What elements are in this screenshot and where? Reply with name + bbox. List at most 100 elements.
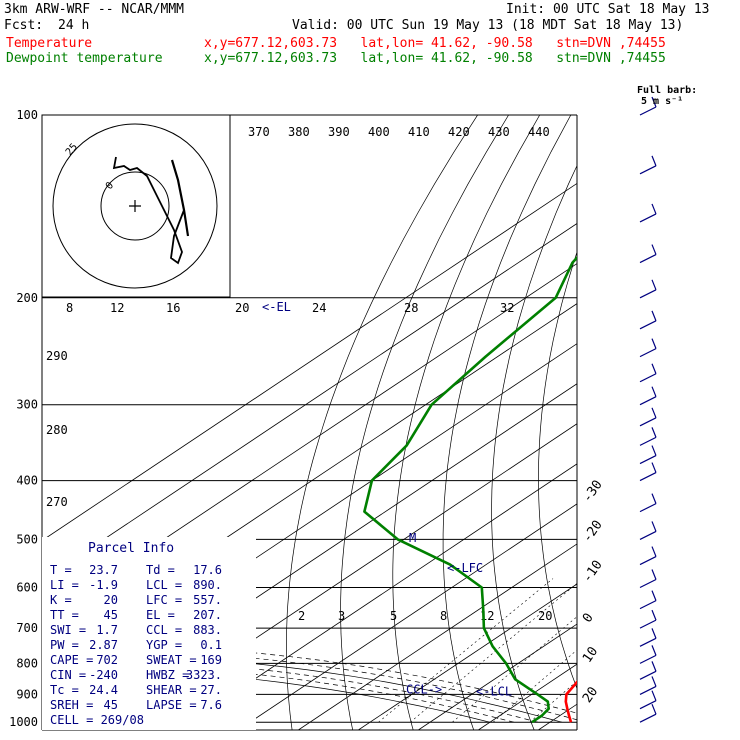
parcel-info-cell: 27. — [200, 683, 222, 697]
theta-e-label: 290 — [46, 349, 68, 363]
isotherm-line — [238, 503, 577, 730]
dewpoint-line — [363, 255, 577, 724]
moist-adiabat — [42, 659, 515, 723]
wind-barb-flag — [651, 690, 657, 701]
init-time: Init: 00 UTC Sat 18 May 13 — [506, 2, 710, 17]
wind-barb — [639, 445, 657, 465]
parcel-info-cell: CCL = — [146, 623, 182, 637]
parcel-info-cell: SHEAR = — [146, 683, 197, 697]
parcel-info-cell: SWEAT = — [146, 653, 197, 667]
wind-barb — [639, 569, 657, 589]
parcel-info-cell-motion: CELL = 269/08 — [50, 713, 144, 727]
wind-barb — [639, 155, 657, 175]
wind-barb — [639, 609, 657, 629]
parcel-info-cell: LI = — [50, 578, 79, 592]
marker-label: M — [409, 531, 416, 545]
parcel-info-cell: 557. — [193, 593, 222, 607]
mixing-ratio-line — [410, 583, 577, 723]
wind-barb — [639, 628, 657, 647]
hodograph-ring-outer — [52, 123, 218, 289]
isotherm-line — [118, 423, 577, 730]
wind-barb — [639, 310, 657, 330]
wind-barb-flag — [651, 244, 657, 255]
isotherm-line — [478, 663, 577, 730]
wind-barb — [639, 386, 657, 406]
wind-barb-shaft — [639, 373, 657, 383]
legend-dewpoint-name: Dewpoint temperature — [6, 51, 163, 66]
wind-barb — [639, 493, 657, 513]
mixing-ratio-label: 8 — [440, 609, 447, 623]
moist-adiabat — [42, 654, 539, 723]
isotherm-line — [298, 543, 577, 730]
theta-label: 400 — [368, 125, 390, 139]
parcel-info-cell: 45 — [104, 608, 118, 622]
legend-temperature-info: x,y=677.12,603.73 lat,lon= 41.62, -90.58… — [204, 36, 666, 51]
parcel-info-cell: Td = — [146, 563, 175, 577]
mixing-ratio-line — [529, 680, 577, 723]
pressure-label: 500 — [16, 532, 38, 546]
dry-adiabat — [491, 164, 577, 730]
theta-label: 370 — [248, 125, 270, 139]
wind-barb — [639, 427, 657, 446]
isotherm-line — [178, 463, 577, 730]
wind-barb — [639, 661, 657, 680]
parcel-info-cell: SREH = — [50, 698, 93, 712]
wind-barb-flag — [651, 338, 657, 349]
barb-legend-line2: 5 m s⁻¹ — [641, 96, 683, 107]
isotherm-line — [42, 263, 577, 622]
parcel-info-cell: 17.6 — [193, 563, 222, 577]
pressure-label: 1000 — [9, 715, 38, 729]
wind-barb-flag — [651, 310, 657, 322]
forecast-label: Fcst: — [4, 18, 44, 33]
parcel-info-cell: 890. — [193, 578, 222, 592]
wind-barb-flag — [651, 203, 657, 215]
parcel-info-cell: LAPSE = — [146, 698, 197, 712]
model-title: 3km ARW-WRF -- NCAR/MMM — [4, 2, 185, 17]
dry-adiabat — [392, 115, 541, 730]
parcel-info-cell: 23.7 — [89, 563, 118, 577]
dry-adiabat — [538, 251, 577, 690]
temperature-line — [564, 680, 577, 723]
parcel-info-cell: 0.1 — [200, 638, 222, 652]
wind-barb-flag — [651, 96, 657, 108]
speed-scale-label: 20 — [235, 301, 249, 315]
dry-adiabat — [442, 115, 572, 730]
parcel-info-cell: EL = — [146, 608, 175, 622]
legend-temperature-name: Temperature — [6, 36, 93, 51]
wind-barb-flag — [651, 676, 657, 687]
wind-barb-shaft — [639, 685, 657, 695]
parcel-info-cell: Tc = — [50, 683, 79, 697]
wind-barb-flag — [651, 445, 657, 456]
isotherm-line — [42, 223, 577, 582]
parcel-info-cell: 883. — [193, 623, 222, 637]
wind-barb — [639, 244, 657, 264]
wind-barb-shaft — [639, 348, 657, 358]
isotherm-label: 10 — [580, 644, 601, 665]
parcel-info-cell: PW = — [50, 638, 79, 652]
wind-barb-shaft — [639, 713, 657, 723]
wind-barb — [639, 407, 657, 427]
theta-e-label: 280 — [46, 423, 68, 437]
isotherm-line — [658, 115, 740, 730]
hodograph-center-icon — [129, 200, 141, 212]
parcel-info-cell: -240 — [89, 668, 118, 682]
parcel-info-cell: 207. — [193, 608, 222, 622]
parcel-info-cell: K = — [50, 593, 72, 607]
isotherm-label: -30 — [580, 478, 606, 506]
parcel-info-cell: CIN = — [50, 668, 86, 682]
mixing-ratio-label: 20 — [538, 609, 552, 623]
wind-barb — [639, 462, 657, 482]
wind-barb-flag — [651, 493, 657, 504]
wind-barb-shaft — [639, 530, 657, 540]
hodograph-ring-inner — [100, 171, 170, 241]
theta-label: 410 — [408, 125, 430, 139]
parcel-info-title: Parcel Info — [88, 541, 174, 556]
legend-dewpoint-info: x,y=677.12,603.73 lat,lon= 41.62, -90.58… — [204, 51, 666, 66]
wind-barb-flag — [651, 407, 657, 419]
wind-barb-shaft — [639, 700, 657, 710]
wind-barb-shaft — [639, 556, 657, 566]
parcel-info-cell: T = — [50, 563, 72, 577]
theta-label: 420 — [448, 125, 470, 139]
pressure-label: 600 — [16, 580, 38, 594]
